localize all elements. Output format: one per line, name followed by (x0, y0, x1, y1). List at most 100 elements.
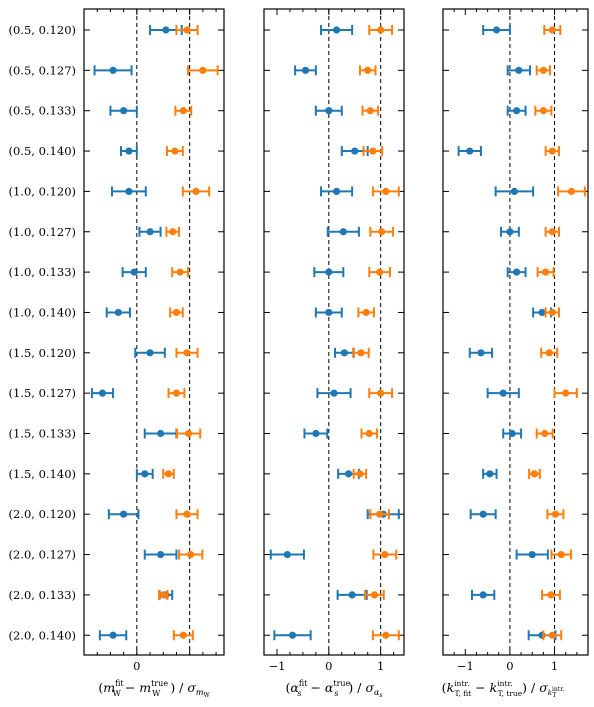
data-point (515, 66, 523, 74)
data-point (369, 147, 377, 155)
data-point (169, 228, 177, 236)
series-1 (269, 25, 400, 641)
panel-3: −1 0 1 (442, 8, 589, 673)
series-2 (352, 25, 400, 641)
data-point (506, 228, 514, 236)
data-point (325, 268, 333, 276)
data-point (477, 349, 485, 357)
data-point (312, 429, 320, 438)
data-point (551, 510, 560, 518)
data-point (172, 389, 181, 397)
data-point (157, 550, 165, 559)
x-axis-labels: (mfit W − mtrue W) / σmW (αfit s − αtrue s) … (98, 679, 564, 699)
data-point (370, 591, 379, 599)
data-point (567, 187, 576, 195)
data-point (479, 591, 487, 599)
data-point (499, 389, 507, 397)
data-point (288, 631, 297, 639)
data-point (109, 631, 117, 639)
x-tick-label: 1 (377, 659, 384, 673)
row-label: (0.5, 0.127) (9, 63, 77, 77)
row-label: (2.0, 0.120) (9, 507, 77, 521)
data-point (362, 308, 370, 317)
row-label: (2.0, 0.133) (9, 588, 77, 602)
data-point (539, 66, 547, 74)
data-point (364, 66, 372, 74)
row-label: (2.0, 0.127) (9, 548, 77, 562)
series-1 (457, 25, 557, 641)
row-label: (1.5, 0.133) (9, 427, 77, 441)
panel-2-xlabel: (αfit s − αtrue s) / σαs (285, 679, 382, 699)
data-point (541, 429, 549, 438)
row-labels: (0.5, 0.120) (0.5, 0.127) (0.5, 0.133) (0.5… (9, 23, 77, 642)
data-point (120, 510, 128, 518)
row-label: (1.0, 0.133) (9, 265, 77, 279)
data-point (283, 550, 291, 559)
data-point (486, 470, 494, 478)
data-point (508, 429, 516, 438)
panel-frame (442, 8, 589, 656)
data-point (183, 510, 191, 518)
data-point (330, 389, 338, 397)
x-tick-label: 1 (551, 659, 558, 673)
data-point (98, 389, 107, 397)
data-point (192, 187, 200, 195)
data-point (339, 228, 347, 236)
data-point (120, 107, 128, 115)
data-point (377, 26, 385, 34)
data-point (176, 268, 184, 276)
data-point (377, 389, 385, 397)
data-point (185, 429, 193, 438)
data-point (146, 228, 154, 236)
data-point (340, 349, 348, 357)
x-tick-label: −1 (457, 659, 474, 673)
data-point (332, 26, 341, 34)
data-point (539, 107, 547, 115)
panel-3-xlabel: (kintr. T, fit − kintr. T, true) / σkintr.… (442, 679, 565, 699)
x-tick-label: 0 (506, 659, 513, 673)
row-label: (1.0, 0.120) (9, 184, 77, 198)
row-label: (1.5, 0.127) (9, 386, 77, 400)
data-point (557, 550, 565, 559)
data-point (125, 147, 133, 155)
data-point (351, 147, 359, 155)
data-point (548, 228, 556, 236)
data-point (466, 147, 474, 155)
data-point (146, 349, 154, 357)
data-point (356, 470, 364, 478)
data-point (164, 470, 173, 478)
data-point (141, 470, 149, 478)
data-point (492, 26, 501, 34)
row-label: (0.5, 0.140) (9, 144, 77, 158)
row-label: (0.5, 0.120) (9, 23, 77, 37)
data-point (157, 429, 165, 438)
data-point (348, 591, 356, 599)
data-point (513, 268, 521, 276)
data-point (562, 389, 570, 397)
x-tick-label: 0 (133, 659, 140, 673)
row-label: (1.5, 0.140) (9, 467, 77, 481)
series-2 (158, 25, 219, 641)
data-point (301, 66, 310, 74)
data-point (159, 591, 167, 599)
panel-1: 0 (83, 8, 225, 673)
data-point (548, 631, 556, 639)
panel-frame (263, 8, 405, 656)
data-point (510, 187, 518, 195)
x-tick-label: 0 (325, 659, 332, 673)
data-point (382, 187, 390, 195)
data-point (548, 26, 556, 34)
data-point (183, 26, 191, 34)
data-point (365, 429, 373, 438)
panel-1-xlabel: (mfit W − mtrue W) / σmW (98, 679, 210, 699)
data-point (109, 66, 117, 74)
data-point (528, 550, 536, 559)
data-point (479, 510, 487, 518)
data-point (513, 107, 521, 115)
data-point (357, 349, 365, 357)
data-point (125, 187, 133, 195)
data-point (162, 26, 170, 34)
data-point (378, 228, 386, 236)
data-point (130, 268, 138, 276)
